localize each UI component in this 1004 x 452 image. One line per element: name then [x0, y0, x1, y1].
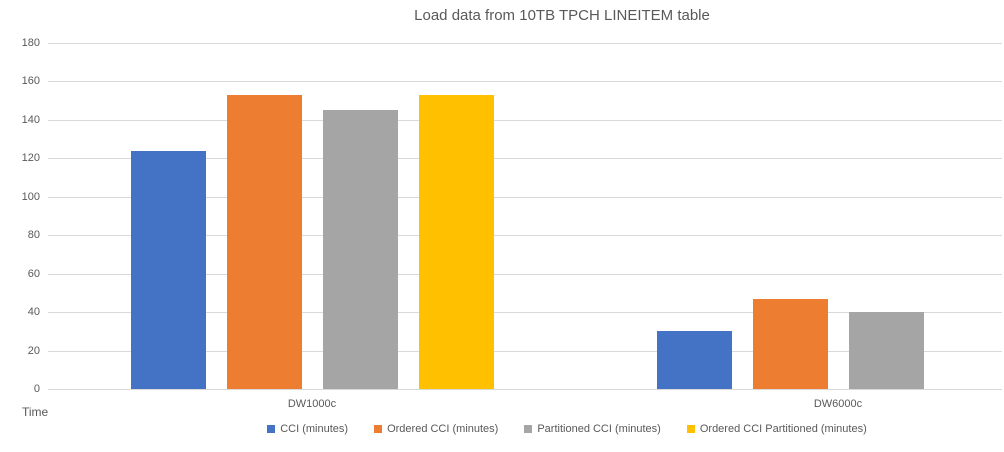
- legend-swatch-icon: [374, 425, 383, 433]
- bar-ordered-cci-minutes-dw6000c: [752, 298, 828, 389]
- y-tick-label-60: 60: [27, 267, 40, 280]
- y-tick-label-80: 80: [27, 229, 40, 242]
- y-tick-label-0: 0: [33, 383, 40, 395]
- x-category-label-dw6000c: DW6000c: [813, 398, 863, 410]
- bar-cci-minutes-dw6000c: [656, 331, 732, 389]
- gridline-20: [48, 350, 1002, 352]
- gridline-0: [48, 389, 1002, 390]
- gridline-160: [48, 81, 1002, 83]
- y-tick-label-160: 160: [21, 75, 40, 88]
- legend-swatch-icon: [267, 425, 276, 433]
- bar-ordered-cci-minutes-dw1000c: [226, 94, 302, 389]
- legend-swatch-icon: [686, 425, 695, 433]
- chart-title: Load data from 10TB TPCH LINEITEM table: [414, 7, 710, 24]
- legend-label: Ordered CCI Partitioned (minutes): [699, 423, 867, 435]
- gridline-80: [48, 235, 1002, 237]
- legend-item-ordered-cci-minutes: Ordered CCI (minutes): [374, 423, 498, 435]
- y-axis-title: Time: [22, 405, 49, 419]
- legend-label: Ordered CCI (minutes): [387, 423, 499, 435]
- x-category-label-dw1000c: DW1000c: [287, 398, 337, 410]
- gridline-60: [48, 273, 1002, 275]
- legend-label: Partitioned CCI (minutes): [537, 423, 661, 435]
- y-tick-label-100: 100: [21, 190, 40, 203]
- gridline-180: [48, 43, 1002, 44]
- gridline-40: [48, 312, 1002, 314]
- legend-label: CCI (minutes): [280, 423, 349, 435]
- y-tick-label-40: 40: [27, 306, 40, 319]
- bar-cci-minutes-dw1000c: [130, 150, 206, 389]
- legend: CCI (minutes) Ordered CCI (minutes) Partit…: [0, 423, 1004, 435]
- gridline-140: [48, 119, 1002, 121]
- gridline-120: [48, 158, 1002, 160]
- legend-item-partitioned-cci-minutes: Partitioned CCI (minutes): [524, 423, 661, 435]
- bar-ordered-cci-partitioned-minutes-dw1000c: [418, 94, 494, 389]
- y-tick-label-140: 140: [21, 113, 40, 126]
- y-tick-label-20: 20: [27, 344, 40, 357]
- legend-item-cci-minutes: CCI (minutes): [267, 423, 348, 435]
- bar-partitioned-cci-minutes-dw1000c: [322, 110, 398, 389]
- legend-item-ordered-cci-partitioned-minutes: Ordered CCI Partitioned (minutes): [686, 423, 867, 435]
- y-tick-label-120: 120: [21, 152, 40, 165]
- y-tick-label-180: 180: [21, 37, 40, 49]
- gridline-100: [48, 196, 1002, 198]
- bar-partitioned-cci-minutes-dw6000c: [848, 312, 924, 389]
- legend-swatch-icon: [524, 425, 533, 433]
